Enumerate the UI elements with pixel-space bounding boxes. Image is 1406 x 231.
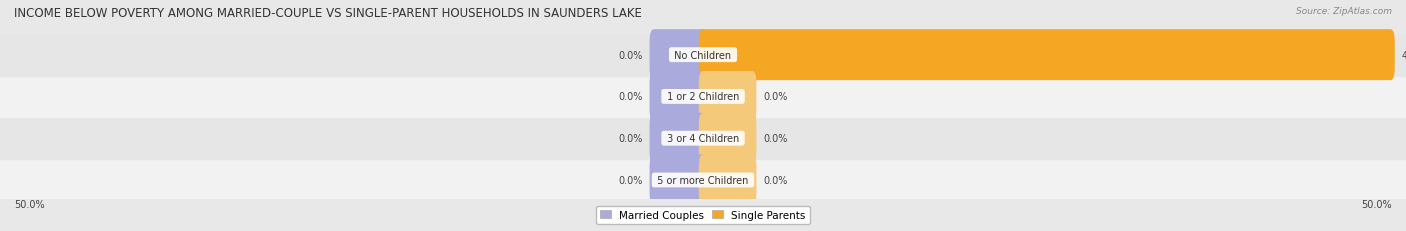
- Text: 0.0%: 0.0%: [763, 134, 787, 144]
- Text: 48.9%: 48.9%: [1402, 50, 1406, 61]
- Text: 0.0%: 0.0%: [619, 175, 643, 185]
- FancyBboxPatch shape: [699, 72, 756, 122]
- Text: INCOME BELOW POVERTY AMONG MARRIED-COUPLE VS SINGLE-PARENT HOUSEHOLDS IN SAUNDER: INCOME BELOW POVERTY AMONG MARRIED-COUPL…: [14, 7, 643, 20]
- FancyBboxPatch shape: [699, 113, 756, 164]
- Text: 1 or 2 Children: 1 or 2 Children: [664, 92, 742, 102]
- Text: 50.0%: 50.0%: [1361, 199, 1392, 210]
- Bar: [0, 35, 1406, 76]
- FancyBboxPatch shape: [650, 72, 707, 122]
- FancyBboxPatch shape: [650, 30, 707, 81]
- Text: No Children: No Children: [672, 50, 734, 61]
- Text: 50.0%: 50.0%: [14, 199, 45, 210]
- FancyBboxPatch shape: [699, 30, 1395, 81]
- FancyBboxPatch shape: [650, 113, 707, 164]
- Text: 0.0%: 0.0%: [619, 92, 643, 102]
- FancyBboxPatch shape: [650, 155, 707, 206]
- Bar: [0, 118, 1406, 159]
- Text: 0.0%: 0.0%: [619, 134, 643, 144]
- Bar: [0, 76, 1406, 118]
- Legend: Married Couples, Single Parents: Married Couples, Single Parents: [596, 206, 810, 224]
- Text: 0.0%: 0.0%: [619, 50, 643, 61]
- Text: 0.0%: 0.0%: [763, 175, 787, 185]
- Bar: [0, 159, 1406, 201]
- Text: 0.0%: 0.0%: [763, 92, 787, 102]
- Text: Source: ZipAtlas.com: Source: ZipAtlas.com: [1296, 7, 1392, 16]
- Text: 3 or 4 Children: 3 or 4 Children: [664, 134, 742, 144]
- FancyBboxPatch shape: [699, 155, 756, 206]
- Text: 5 or more Children: 5 or more Children: [654, 175, 752, 185]
